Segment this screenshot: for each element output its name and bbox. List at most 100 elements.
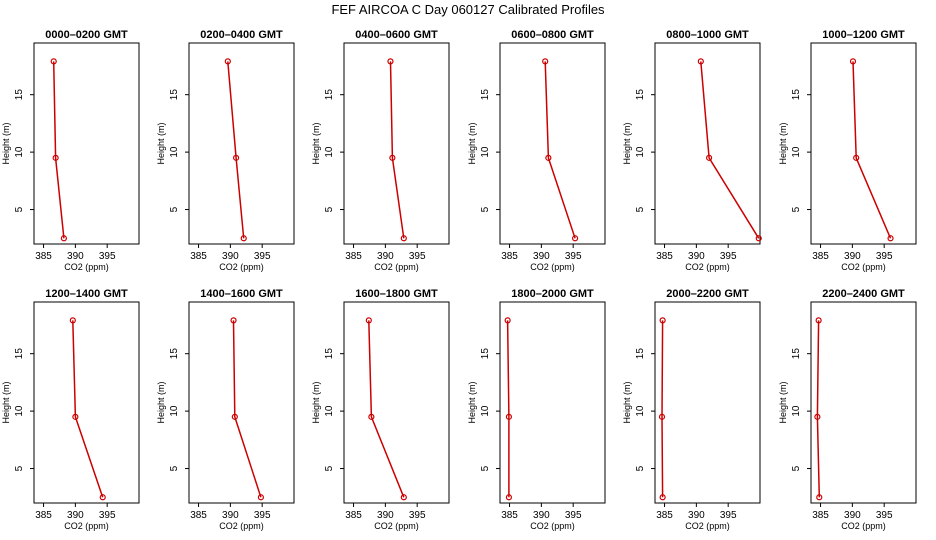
y-tick-label: 5	[324, 206, 335, 212]
x-tick-label: 390	[844, 251, 861, 262]
y-tick-label: 15	[791, 348, 802, 360]
profile-point	[257, 494, 265, 501]
x-tick-label: 395	[409, 251, 426, 262]
x-axis-label: CO2 (ppm)	[841, 521, 886, 531]
x-tick-label: 395	[99, 510, 116, 521]
x-tick-label: 385	[656, 251, 673, 262]
x-tick-label: 385	[35, 510, 52, 521]
x-tick-label: 385	[812, 510, 829, 521]
x-tick-label: 390	[222, 251, 239, 262]
y-tick-label: 5	[480, 206, 491, 212]
x-tick-label: 395	[99, 251, 116, 262]
profile-point	[814, 413, 821, 420]
y-axis-label: Height (m)	[778, 122, 788, 164]
y-tick-label: 15	[635, 89, 646, 101]
x-tick-label: 385	[656, 510, 673, 521]
profile-line	[389, 61, 405, 239]
y-tick-label: 15	[14, 348, 25, 360]
y-axis-label: Height (m)	[156, 381, 166, 423]
x-tick-label: 390	[67, 251, 84, 262]
y-tick-label: 10	[169, 146, 180, 158]
panel-title: 2000–2200 GMT	[666, 288, 749, 300]
y-tick-label: 15	[635, 348, 646, 360]
figure-title: FEF AIRCOA C Day 060127 Calibrated Profi…	[331, 2, 605, 17]
y-tick-label: 10	[791, 146, 802, 158]
profile-point	[505, 494, 513, 501]
profile-panel: 0200–0400 GMT 385 390 395 5 10 15 CO2 (ppm) Heig…	[156, 29, 295, 272]
x-tick-label: 390	[67, 510, 84, 521]
panel-title: 0400–0600 GMT	[355, 29, 438, 41]
y-tick-label: 15	[480, 89, 491, 101]
x-tick-label: 395	[565, 510, 582, 521]
profile-point	[571, 235, 579, 242]
x-axis-label: CO2 (ppm)	[64, 262, 109, 272]
plot-frame	[654, 42, 761, 245]
profile-line	[816, 320, 821, 498]
y-tick-label: 10	[324, 405, 335, 417]
y-tick-label: 15	[480, 348, 491, 360]
x-tick-label: 385	[501, 251, 518, 262]
x-axis-label: CO2 (ppm)	[841, 262, 886, 272]
y-tick-label: 10	[480, 146, 491, 158]
plot-frame	[343, 42, 450, 245]
profile-point	[368, 413, 375, 420]
plot-frame	[33, 42, 140, 245]
profile-point	[853, 154, 860, 161]
profile-point	[849, 58, 857, 65]
plot-frame	[810, 301, 917, 504]
profile-line	[227, 61, 245, 239]
profile-point	[505, 413, 513, 420]
x-tick-label: 390	[688, 251, 705, 262]
profile-line	[852, 61, 892, 239]
y-tick-label: 10	[14, 146, 25, 158]
profile-point	[72, 413, 79, 420]
profile-point	[99, 494, 106, 501]
profile-line	[506, 320, 510, 498]
profile-point	[542, 58, 549, 65]
y-axis-label: Height (m)	[1, 122, 11, 164]
profile-line	[52, 61, 65, 239]
x-tick-label: 390	[533, 510, 550, 521]
profile-line	[72, 320, 104, 498]
y-tick-label: 10	[324, 146, 335, 158]
x-tick-label: 385	[812, 251, 829, 262]
profile-line	[368, 320, 405, 498]
profile-panel: 1600–1800 GMT 385 390 395 5 10 15 CO2 (ppm) Heig…	[311, 288, 450, 531]
y-tick-label: 15	[324, 348, 335, 360]
profile-line	[232, 320, 262, 498]
x-tick-label: 390	[844, 510, 861, 521]
y-tick-label: 5	[635, 206, 646, 212]
profile-point	[240, 235, 247, 242]
profile-panel: 1400–1600 GMT 385 390 395 5 10 15 CO2 (ppm) Heig…	[156, 288, 295, 531]
x-tick-label: 385	[345, 251, 362, 262]
plot-frame	[499, 42, 606, 245]
profile-point	[224, 58, 231, 65]
y-axis-label: Height (m)	[156, 122, 166, 164]
profile-panel: 2000–2200 GMT 385 390 395 5 10 15 CO2 (ppm) Heig…	[622, 288, 761, 531]
x-tick-label: 385	[501, 510, 518, 521]
plot-frame	[499, 301, 606, 504]
x-axis-label: CO2 (ppm)	[685, 262, 730, 272]
profile-point	[504, 317, 511, 324]
profile-point	[365, 317, 372, 324]
profile-point	[387, 58, 394, 65]
profile-panel: 2200–2400 GMT 385 390 395 5 10 15 CO2 (ppm) Heig…	[778, 288, 917, 531]
panel-title: 0200–0400 GMT	[200, 29, 283, 41]
x-tick-label: 385	[190, 251, 207, 262]
x-tick-label: 395	[876, 510, 893, 521]
profile-point	[400, 235, 407, 242]
profile-panel: 0800–1000 GMT 385 390 395 5 10 15 CO2 (ppm) Heig…	[622, 29, 762, 272]
x-tick-label: 395	[254, 510, 271, 521]
panel-title: 1800–2000 GMT	[511, 288, 594, 300]
x-axis-label: CO2 (ppm)	[374, 521, 419, 531]
plot-frame	[188, 301, 295, 504]
profile-point	[52, 154, 59, 161]
y-tick-label: 10	[14, 405, 25, 417]
panel-title: 1600–1800 GMT	[355, 288, 438, 300]
x-tick-label: 390	[377, 510, 394, 521]
profile-point	[816, 494, 823, 501]
x-axis-label: CO2 (ppm)	[374, 262, 419, 272]
profile-point	[230, 317, 237, 324]
y-tick-label: 5	[14, 465, 25, 471]
y-tick-label: 10	[635, 405, 646, 417]
